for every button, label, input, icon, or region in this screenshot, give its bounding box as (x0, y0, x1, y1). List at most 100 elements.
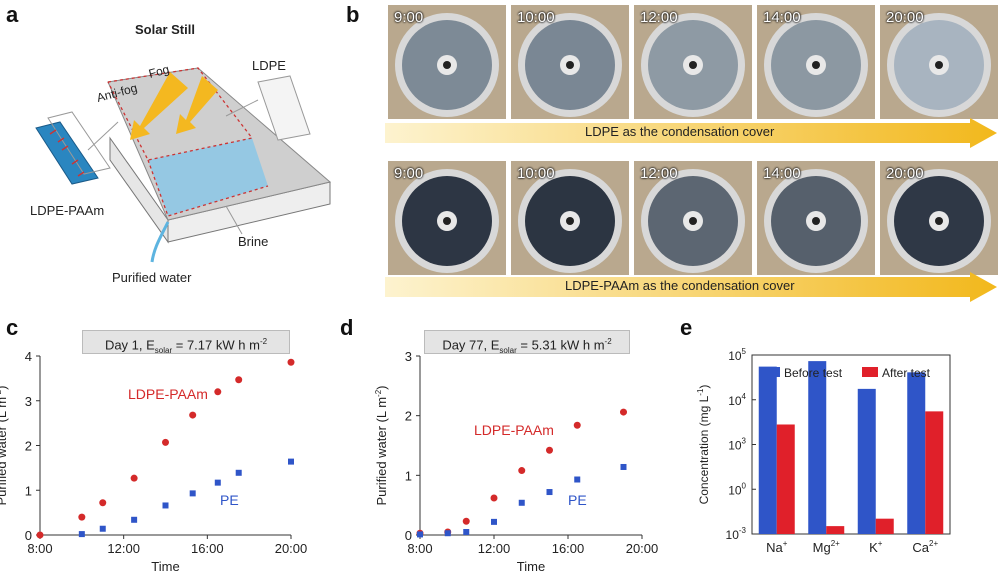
purified-water-label: Purified water (112, 270, 192, 285)
row2-arrow-label: LDPE-PAAm as the condensation cover (565, 278, 795, 293)
condensation-cover-outline (107, 67, 254, 161)
data-point-pe (189, 490, 196, 497)
legend-label: After test (882, 366, 931, 380)
basin-dashed-edge (147, 159, 269, 217)
y-axis-label: Purified water (L m-2) (0, 385, 9, 505)
data-point-pe (214, 479, 221, 486)
data-point-pe (131, 516, 138, 523)
data-point-pe (620, 463, 627, 470)
photo-time-label: 12:00 (640, 165, 678, 182)
ldpe-leader-line (225, 99, 259, 117)
ldpe-paam-frame (47, 111, 111, 175)
still-center-dot (443, 217, 451, 225)
sunlight-arrow-icon-2 (176, 76, 218, 134)
y-tick-label: 0 (405, 528, 412, 543)
data-point-ldpe-paam (130, 474, 138, 482)
data-point-pe (444, 530, 451, 537)
bar-before (907, 372, 926, 534)
data-point-ldpe-paam (162, 438, 169, 446)
y-tick-label: 10-3 (726, 526, 747, 542)
photo-time-label: 10:00 (517, 165, 555, 182)
ldpe-label: LDPE (252, 58, 286, 73)
still-photo: 10:00 (511, 5, 629, 119)
data-point-pe (162, 502, 169, 509)
data-point-ldpe-paam (573, 421, 581, 429)
legend-label: Before test (784, 366, 843, 380)
chart-c-title: Day 1, E (104, 337, 155, 353)
y-tick-label: 103 (728, 437, 746, 453)
y-tick-label: 1 (25, 483, 32, 498)
still-photo: 9:00 (388, 161, 506, 275)
data-point-pe (288, 458, 294, 465)
legend-swatch (862, 367, 878, 377)
x-tick-label: 12:00 (107, 541, 140, 556)
brine-label: Brine (238, 234, 268, 249)
still-center-dot (935, 61, 943, 69)
chart-c-scatter: 8:00 12:00 16:00 20:00 0 1 2 3 4 Time Purified wat… (0, 349, 307, 574)
y-axis-label: Purified water (L m-2) (374, 385, 389, 505)
y-tick-label: 2 (25, 439, 32, 454)
y-tick-label: 3 (25, 394, 32, 409)
data-point-pe (574, 476, 581, 483)
x-axis-label: Time (517, 559, 545, 574)
data-point-pe (463, 529, 470, 536)
panel-letter-d: d (340, 315, 354, 340)
still-center-dot (443, 61, 451, 69)
photo-time-label: 12:00 (640, 9, 678, 26)
data-point-ldpe-paam (214, 388, 222, 396)
category-label: K+ (869, 539, 883, 555)
solar-still-schematic: Solar Still LDPE LDPE-PAAm Anti-fog Fog … (30, 22, 332, 285)
data-point-ldpe-paam (490, 494, 498, 502)
category-label: Ca2+ (912, 539, 938, 555)
bar-before (857, 388, 876, 534)
still-photo: 12:00 (634, 161, 752, 275)
row1-arrow-label: LDPE as the condensation cover (585, 124, 775, 139)
series-label-ldpe-paam: LDPE-PAAm (128, 386, 208, 402)
x-tick-label: 16:00 (552, 541, 585, 556)
chart-e-bar: 10-3 100 103 104 105 Concentration (mg L-1) Na… (696, 347, 951, 555)
still-photo: 14:00 (757, 161, 875, 275)
y-tick-label: 105 (728, 347, 746, 363)
water-droplets-icon (49, 129, 85, 177)
data-point-pe (491, 518, 497, 525)
fog-label: Fog (147, 62, 171, 81)
chart-d-scatter: 8:00 12:00 16:00 20:00 0 1 2 3 Time Purified wate… (374, 349, 659, 574)
y-tick-label: 2 (405, 409, 412, 424)
y-axis-label: Concentration (mg L-1) (696, 385, 711, 505)
bar-after (875, 518, 894, 534)
still-center-dot (812, 217, 820, 225)
panel-letter-e: e (680, 315, 693, 340)
y-tick-label: 3 (405, 349, 412, 364)
data-point-ldpe-paam (518, 467, 526, 475)
data-point-ldpe-paam (99, 499, 107, 507)
photo-time-label: 9:00 (394, 9, 424, 26)
data-point-ldpe-paam (189, 411, 197, 419)
series-label-pe: PE (220, 492, 239, 508)
category-label: Na+ (766, 539, 788, 555)
panel-letter-c: c (6, 315, 19, 340)
bar-after (925, 411, 944, 534)
series-label-ldpe-paam: LDPE-PAAm (474, 422, 554, 438)
photo-time-label: 20:00 (886, 9, 924, 26)
series-label-pe: PE (568, 492, 587, 508)
arrow-row-1 (385, 118, 997, 148)
still-center-dot (689, 217, 697, 225)
chart-d-title-box: Day 77, Esolar = 5.31 kW h m-2 (424, 330, 630, 355)
x-tick-label: 16:00 (191, 541, 224, 556)
ldpe-paam-leader-line (87, 121, 119, 151)
still-center-dot (566, 217, 574, 225)
data-point-pe (546, 489, 553, 496)
brine-leader-line (225, 205, 243, 235)
brine-basin (148, 138, 268, 216)
still-center-dot (812, 61, 820, 69)
bar-after (776, 424, 795, 534)
y-tick-label: 1 (405, 468, 412, 483)
schematic-title: Solar Still (135, 22, 195, 37)
x-tick-label: 20:00 (626, 541, 659, 556)
photo-time-label: 10:00 (517, 9, 555, 26)
legend-swatch (764, 367, 780, 377)
chart-c-title-box: Day 1, Esolar = 7.17 kW h m-2 (82, 330, 290, 355)
still-center-dot (935, 217, 943, 225)
data-point-pe (417, 531, 423, 538)
still-photo: 9:00 (388, 5, 506, 119)
